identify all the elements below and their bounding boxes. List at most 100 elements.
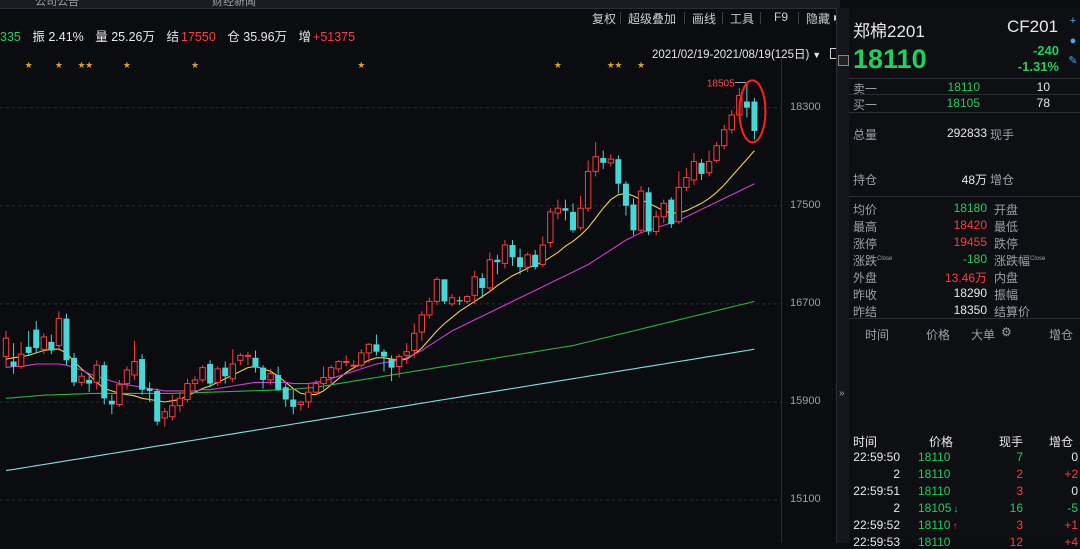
moving-average-line [5,183,755,392]
candle-body [312,383,320,393]
candle-body [584,170,592,209]
candle-body [275,374,282,390]
field-value: 18350 [953,303,987,317]
tab-company-notice[interactable]: 公司公告 [35,0,79,8]
candle-body [207,363,214,384]
tick-hand: 12 [1009,535,1023,549]
tick-hand: 7 [1016,450,1023,464]
candle-body [698,162,705,174]
candle-body [55,318,63,347]
candle-body [78,375,85,383]
settings-icon[interactable]: ⚙ [1001,325,1012,339]
candle-body [63,318,70,361]
bid-volume: 78 [1036,96,1050,110]
candle-body [154,390,161,422]
candle-body [139,359,146,390]
candle-body [305,391,312,403]
big-order-col-header: 时间 [865,328,890,342]
oi-increase-label: 增仓 [990,173,1015,187]
draw-line-button[interactable]: 画线 [692,12,717,26]
candle-body [297,401,305,405]
candlestick-chart[interactable]: ★ ★ ★ ★ ★ ★ ★ ★ ★ ★ ★18505 [0,58,812,543]
double-chevron-right-icon[interactable]: » [839,388,845,399]
tick-col-header: 价格 [929,435,954,449]
candle-body [17,353,25,367]
stats-lead: 335 [0,30,21,44]
panel-toggle-icon[interactable] [838,55,849,66]
candle-body [40,336,47,350]
y-tick-label: 16700 [790,296,821,309]
candle-body [668,199,675,225]
event-star: ★ [55,61,63,71]
candle-body [637,190,645,231]
candle-body [683,177,690,188]
candle-body [562,208,569,211]
candle-body [267,373,274,381]
f9-button[interactable]: F9 [774,10,789,24]
tick-hand: 3 [1016,518,1023,532]
current-hand-label: 现手 [990,128,1015,142]
candle-body [600,157,607,163]
tick-hand: 2 [1016,467,1023,481]
tick-oi-change: +2 [1064,467,1078,481]
candle-body [645,192,652,232]
candle-body [146,388,153,391]
hide-button[interactable]: 隐藏 [806,12,831,26]
candle-body [222,367,229,377]
collapse-strip[interactable]: » [836,8,850,543]
candle-body [343,361,350,364]
candle-body [705,161,713,174]
candle-body [675,186,683,223]
candle-body [237,354,244,361]
candle-body [517,257,524,268]
stats-settle-value: 17550 [181,30,216,44]
candle-body [554,207,562,214]
tick-price: 18110 ↑ [918,518,958,532]
bell-icon[interactable]: ● [1069,35,1077,47]
ask-label: 卖一 [853,82,878,96]
candle-body [501,244,509,264]
overlay-button[interactable]: 超级叠加 [628,12,677,26]
candle-body [721,129,728,147]
price-change: -240 [1032,43,1059,58]
event-star: ★ [123,61,131,71]
tools-button[interactable]: 工具 [730,12,755,26]
highlight-ellipse [738,79,767,144]
stats-open-interest: 仓 35.96万 [227,30,288,44]
y-tick-label: 17500 [790,198,821,211]
big-order-col-header: 价格 [926,328,951,342]
high-price-marker: 18505 [707,79,735,90]
tab-finance-news[interactable]: 财经新闻 [212,0,256,8]
candle-body [494,259,501,263]
fuquan-button[interactable]: 复权 [592,12,617,26]
field-label: 最高 [853,220,878,234]
candle-body [373,344,380,352]
stats-bar: 335 振 2.41% 量 25.26万 结 17550 仓 35.96万 增 +5… [0,26,363,44]
event-star: ★ [357,61,365,71]
tick-oi-change: -5 [1067,501,1078,515]
event-star: ★ [85,61,93,71]
candle-body [116,384,123,405]
moving-average-line [5,300,755,399]
event-star: ★ [637,61,645,71]
candle-body [260,367,267,380]
candle-body [350,364,357,367]
candle-body [176,397,184,407]
candle-body [441,279,448,302]
candle-body [547,211,554,244]
candle-body [93,364,100,383]
field-label: 昨收 [853,288,878,302]
edit-icon[interactable]: ✎ [1068,55,1078,67]
candle-body [630,204,637,231]
candle-body [426,300,433,316]
candle-body [108,400,115,405]
plus-icon[interactable]: + [1069,15,1077,27]
tab-strip: 公司公告 财经新闻 [0,0,840,9]
open-interest-label: 持仓 [853,173,878,187]
candle-body [290,399,297,407]
candle-body [713,145,720,161]
triangle-down-icon[interactable]: ▼ [812,50,822,60]
candle-body [403,351,410,356]
candle-body [524,254,531,268]
candle-body [86,379,93,384]
